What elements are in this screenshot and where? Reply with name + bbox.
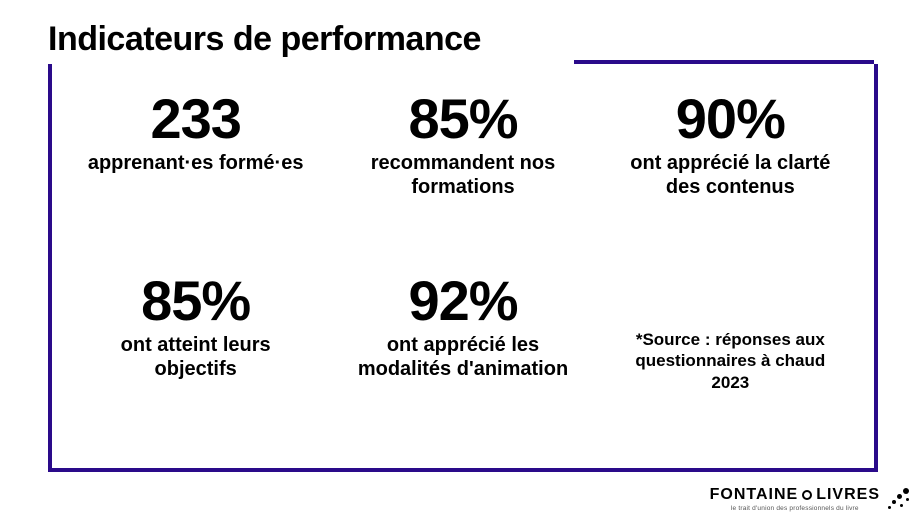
page-title: Indicateurs de performance <box>48 20 481 59</box>
logo-word-2: LIVRES <box>816 486 880 504</box>
stat-label: ont apprécié la clarté des contenus <box>615 151 845 199</box>
stat-animation: 92% ont apprécié les modalités d'animati… <box>333 272 592 450</box>
stat-objectives: 85% ont atteint leurs objectifs <box>66 272 325 450</box>
source-cell: *Source : réponses aux questionnaires à … <box>601 272 860 450</box>
stats-grid: 233 apprenant·es formé·es 85% recommande… <box>48 90 878 450</box>
logo-tagline: le trait d'union des professionnels du l… <box>731 505 859 512</box>
source-text: *Source : réponses aux questionnaires à … <box>620 329 840 393</box>
stat-learners: 233 apprenant·es formé·es <box>66 90 325 268</box>
stat-label: recommandent nos formations <box>348 151 578 199</box>
logo-word-1: FONTAINE <box>710 486 799 504</box>
logo-o-icon <box>802 490 812 500</box>
stat-recommend: 85% recommandent nos formations <box>333 90 592 268</box>
stat-value: 92% <box>408 272 517 331</box>
logo-dots-icon <box>886 486 912 512</box>
stat-label: apprenant·es formé·es <box>88 151 304 175</box>
stat-value: 85% <box>141 272 250 331</box>
stat-clarity: 90% ont apprécié la clarté des contenus <box>601 90 860 268</box>
brand-logo: FONTAINE LIVRES le trait d'union des pro… <box>710 486 912 512</box>
logo-main: FONTAINE LIVRES <box>710 486 880 504</box>
stat-value: 90% <box>676 90 785 149</box>
logo-text: FONTAINE LIVRES le trait d'union des pro… <box>710 486 880 512</box>
stat-value: 233 <box>150 90 240 149</box>
stat-value: 85% <box>408 90 517 149</box>
stat-label: ont atteint leurs objectifs <box>81 333 311 381</box>
stat-label: ont apprécié les modalités d'animation <box>348 333 578 381</box>
